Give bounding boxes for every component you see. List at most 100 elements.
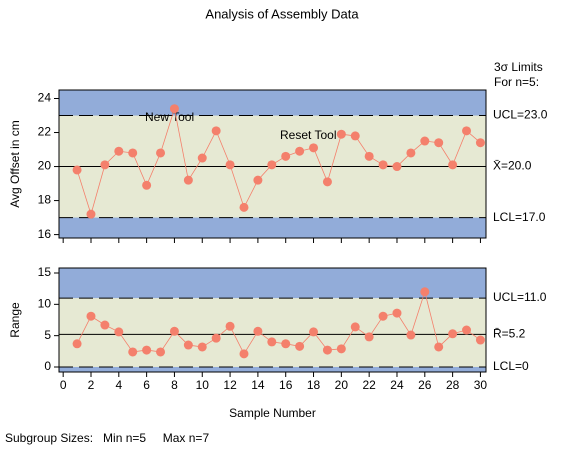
data-point bbox=[100, 320, 110, 330]
data-point bbox=[183, 175, 193, 185]
data-point bbox=[448, 160, 458, 170]
data-point bbox=[392, 162, 402, 172]
data-point bbox=[364, 332, 374, 342]
limit-label: R̄=5.2 bbox=[493, 327, 526, 341]
data-point bbox=[72, 165, 82, 175]
data-point bbox=[225, 160, 235, 170]
limit-label: LCL=0 bbox=[493, 359, 529, 373]
limits-title: 3σ Limits bbox=[494, 60, 543, 74]
data-point bbox=[336, 129, 346, 139]
x-tick-label: 18 bbox=[307, 378, 321, 392]
data-point bbox=[434, 342, 444, 352]
annotation: Reset Tool bbox=[280, 128, 336, 142]
data-point bbox=[114, 146, 124, 156]
data-point bbox=[267, 160, 277, 170]
y-tick-label: 20 bbox=[38, 159, 52, 173]
data-point bbox=[475, 138, 485, 148]
data-point bbox=[253, 326, 263, 336]
data-point bbox=[239, 349, 249, 359]
data-point bbox=[406, 148, 416, 158]
data-point bbox=[336, 344, 346, 354]
data-point bbox=[128, 347, 138, 357]
data-point bbox=[156, 347, 166, 357]
data-point bbox=[100, 160, 110, 170]
data-point bbox=[169, 326, 179, 336]
y-tick-label: 10 bbox=[38, 297, 52, 311]
data-point bbox=[281, 339, 291, 349]
limit-label: UCL=11.0 bbox=[493, 290, 547, 304]
data-point bbox=[197, 153, 207, 163]
x-tick-label: 8 bbox=[171, 378, 178, 392]
data-point bbox=[322, 177, 332, 187]
x-tick-label: 24 bbox=[390, 378, 404, 392]
data-point bbox=[197, 342, 207, 352]
x-tick-label: 26 bbox=[418, 378, 432, 392]
data-point bbox=[420, 136, 430, 146]
data-point bbox=[309, 327, 319, 337]
data-point bbox=[142, 180, 152, 190]
data-point bbox=[475, 335, 485, 345]
y-tick-label: 18 bbox=[38, 193, 52, 207]
data-point bbox=[142, 345, 152, 355]
data-point bbox=[225, 321, 235, 331]
limit-label: LCL=17.0 bbox=[493, 210, 546, 224]
data-point bbox=[322, 345, 332, 355]
data-point bbox=[156, 148, 166, 158]
x-axis-title: Sample Number bbox=[229, 406, 316, 420]
x-tick-label: 2 bbox=[88, 378, 95, 392]
data-point bbox=[211, 333, 221, 343]
y-tick-label: 24 bbox=[38, 91, 52, 105]
data-point bbox=[350, 131, 360, 141]
limit-label: X̄=20.0 bbox=[493, 159, 532, 173]
x-tick-label: 10 bbox=[196, 378, 210, 392]
data-point bbox=[420, 287, 430, 297]
data-point bbox=[253, 175, 263, 185]
data-point bbox=[406, 330, 416, 340]
data-point bbox=[462, 126, 472, 136]
data-point bbox=[86, 209, 96, 219]
data-point bbox=[72, 339, 82, 349]
data-point bbox=[183, 340, 193, 350]
limit-label: UCL=23.0 bbox=[493, 108, 548, 122]
footnote: Subgroup Sizes: Min n=5 Max n=7 bbox=[5, 431, 209, 445]
y-tick-label: 22 bbox=[38, 125, 52, 139]
data-point bbox=[86, 311, 96, 321]
y-axis-title: Range bbox=[8, 302, 22, 338]
x-tick-label: 0 bbox=[60, 378, 67, 392]
zone-outside bbox=[59, 268, 486, 299]
data-point bbox=[448, 329, 458, 339]
data-point bbox=[295, 341, 305, 351]
data-point bbox=[364, 151, 374, 161]
x-tick-label: 28 bbox=[446, 378, 460, 392]
x-tick-label: 14 bbox=[251, 378, 265, 392]
annotation: New Tool bbox=[145, 110, 194, 124]
data-point bbox=[114, 327, 124, 337]
zone-outside bbox=[59, 217, 486, 238]
y-axis-title: Avg Offset in cm bbox=[8, 120, 22, 208]
data-point bbox=[295, 146, 305, 156]
data-point bbox=[281, 151, 291, 161]
data-point bbox=[378, 311, 388, 321]
data-point bbox=[267, 337, 277, 347]
x-tick-label: 16 bbox=[279, 378, 293, 392]
zone-outside bbox=[59, 366, 486, 372]
data-point bbox=[350, 322, 360, 332]
y-tick-label: 0 bbox=[44, 359, 51, 373]
x-tick-label: 4 bbox=[115, 378, 122, 392]
x-tick-label: 6 bbox=[143, 378, 150, 392]
x-tick-label: 22 bbox=[362, 378, 376, 392]
x-tick-label: 12 bbox=[223, 378, 237, 392]
x-tick-label: 30 bbox=[474, 378, 488, 392]
data-point bbox=[169, 104, 179, 114]
data-point bbox=[309, 143, 319, 153]
data-point bbox=[239, 202, 249, 212]
data-point bbox=[462, 325, 472, 335]
data-point bbox=[378, 160, 388, 170]
data-point bbox=[211, 126, 221, 136]
data-point bbox=[128, 148, 138, 158]
plot-frame bbox=[58, 267, 487, 373]
y-tick-label: 5 bbox=[44, 328, 51, 342]
chart-title: Analysis of Assembly Data bbox=[205, 6, 359, 21]
data-point bbox=[434, 138, 444, 148]
